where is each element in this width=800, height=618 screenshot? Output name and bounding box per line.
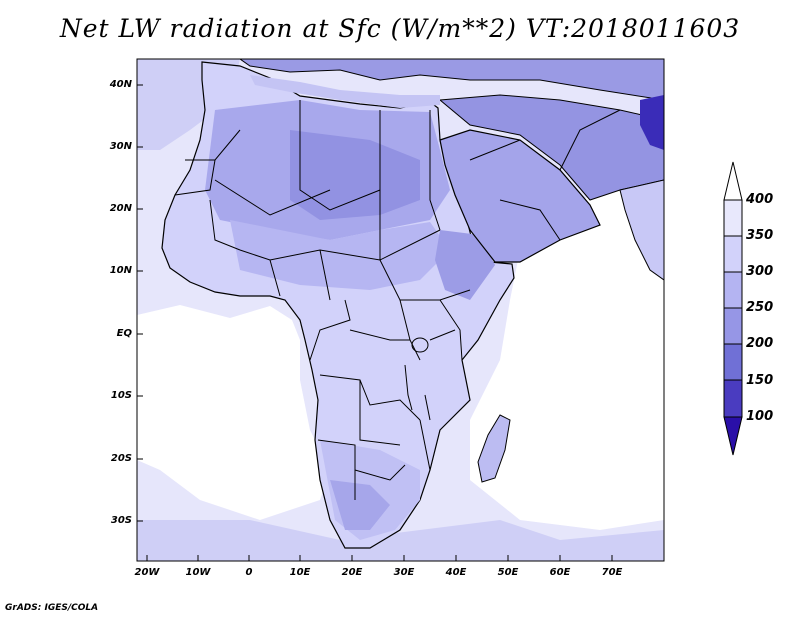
map-frame <box>136 58 665 562</box>
colorbar-label-250: 250 <box>746 300 774 315</box>
lon-label-0: 0 <box>245 567 253 578</box>
colorbar-label-350: 350 <box>746 228 774 243</box>
colorbar-bin-300-350 <box>723 235 743 273</box>
lat-label-20n: 20N <box>109 203 132 214</box>
indian-ocean-white-region <box>470 180 664 530</box>
sahara-darkest-region <box>290 130 420 220</box>
lon-label-60e: 60E <box>549 567 571 578</box>
colorbar-label-200: 200 <box>746 336 774 351</box>
colorbar-label-300: 300 <box>746 264 774 279</box>
colorbar-bottom-arrow <box>723 416 743 456</box>
colorbar-top-arrow <box>723 161 743 201</box>
colorbar-bin-150-200 <box>723 343 743 381</box>
map-plot-area <box>137 59 664 561</box>
map-title: Net LW radiation at Sfc (W/m**2) VT:2018… <box>59 14 741 43</box>
sahel-mid-region <box>230 220 450 290</box>
lon-label-30e: 30E <box>393 567 415 578</box>
lat-label-10n: 10N <box>109 265 132 276</box>
lat-label-40n: 40N <box>109 79 132 90</box>
lon-label-50e: 50E <box>497 567 519 578</box>
colorbar-bin-200-250 <box>723 307 743 345</box>
ethiopia-dark-region <box>435 230 495 300</box>
lat-label-eq: EQ <box>116 328 132 339</box>
lat-label-10s: 10S <box>110 390 132 401</box>
lon-label-10e: 10E <box>289 567 311 578</box>
colorbar-bin-350-400 <box>723 199 743 237</box>
axis-ticks <box>137 84 613 561</box>
lat-label-30s: 30S <box>110 515 132 526</box>
lon-label-40e: 40E <box>445 567 467 578</box>
europe-region <box>239 59 664 101</box>
mediterranean-sea <box>250 75 440 108</box>
madagascar <box>477 414 511 483</box>
lake-tanganyika <box>404 364 413 411</box>
kalahari-dark-region <box>330 480 390 530</box>
lon-label-20e: 20E <box>341 567 363 578</box>
colorbar-label-400: 400 <box>746 192 774 207</box>
grads-credit: GrADS: IGES/COLA <box>5 603 99 613</box>
lake-victoria <box>411 337 429 353</box>
south-ocean-shade <box>137 520 664 561</box>
lon-label-10w: 10W <box>185 567 211 578</box>
colorbar-bin-100-150 <box>723 379 743 418</box>
lat-label-30n: 30N <box>109 141 132 152</box>
colorbar <box>723 161 743 456</box>
colorbar-bin-250-300 <box>723 271 743 309</box>
iran-dark-region <box>640 95 664 150</box>
colorbar-label-100: 100 <box>746 409 774 424</box>
lake-malawi <box>424 394 431 421</box>
lon-label-70e: 70E <box>601 567 623 578</box>
colorbar-label-150: 150 <box>746 373 774 388</box>
lon-label-20w: 20W <box>134 567 160 578</box>
lat-label-20s: 20S <box>110 453 132 464</box>
india-region <box>619 179 664 281</box>
south-atlantic-white-patches <box>160 395 290 450</box>
country-borders <box>174 100 621 500</box>
